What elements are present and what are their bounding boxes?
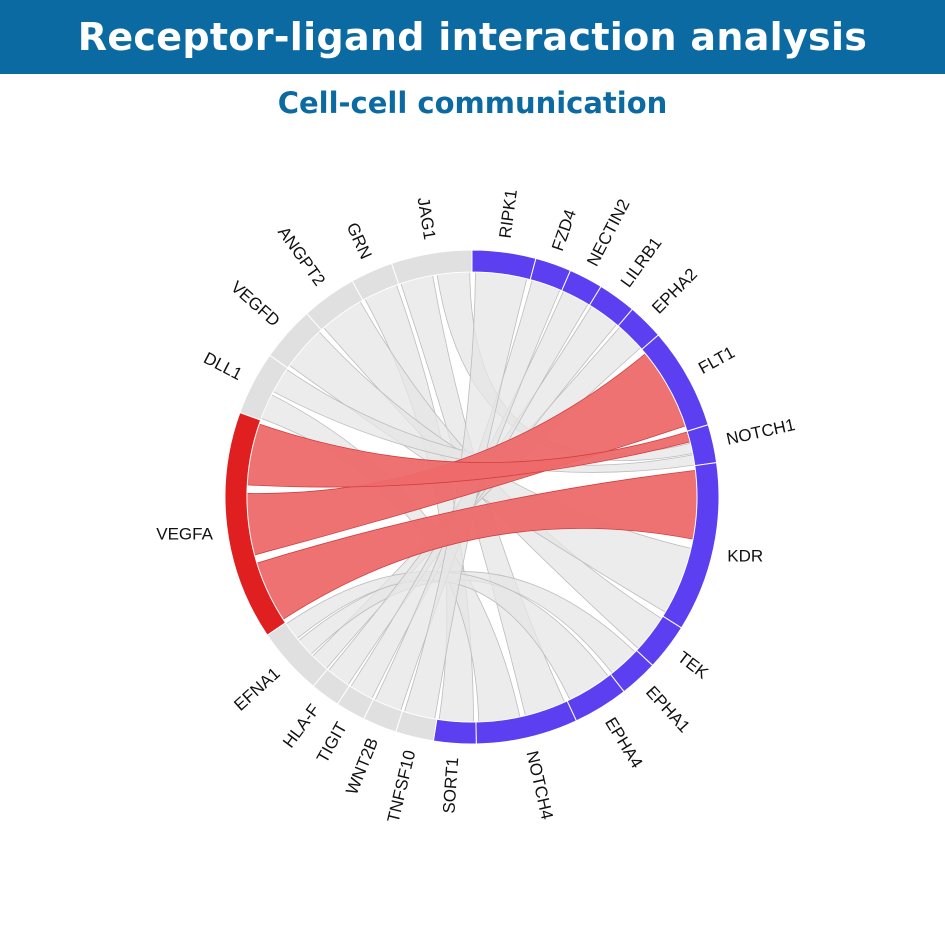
gene-label-tnfsf10: TNFSF10 xyxy=(384,748,420,824)
gene-label-vegfa: VEGFA xyxy=(156,524,213,543)
gene-label-efna1: EFNA1 xyxy=(230,664,283,715)
gene-label-vegfd: VEGFD xyxy=(227,277,283,330)
arc-jag1 xyxy=(390,249,473,285)
gene-label-epha4: EPHA4 xyxy=(601,714,646,771)
gene-label-ripk1: RIPK1 xyxy=(496,188,521,239)
gene-label-kdr: KDR xyxy=(727,547,763,566)
gene-label-flt1: FLT1 xyxy=(695,343,738,378)
gene-label-grn: GRN xyxy=(343,220,376,262)
gene-label-epha2: EPHA2 xyxy=(648,265,701,318)
gene-label-fzd4: FZD4 xyxy=(548,207,580,253)
header-bar: Receptor-ligand interaction analysis xyxy=(0,0,945,74)
ribbon-layer xyxy=(246,271,698,723)
gene-label-nectin2: NECTIN2 xyxy=(583,196,633,269)
gene-label-angpt2: ANGPT2 xyxy=(274,223,329,289)
gene-label-jag1: JAG1 xyxy=(414,196,440,241)
gene-label-lilrb1: LILRB1 xyxy=(617,234,666,291)
page-title: Receptor-ligand interaction analysis xyxy=(77,15,868,59)
gene-label-epha1: EPHA1 xyxy=(642,682,694,736)
gene-label-hla-f: HLA-F xyxy=(279,701,323,752)
gene-label-wnt2b: WNT2B xyxy=(342,735,382,797)
gene-label-dll1: DLL1 xyxy=(201,348,246,384)
gene-label-notch1: NOTCH1 xyxy=(725,415,797,449)
gene-label-sort1: SORT1 xyxy=(439,757,462,815)
chart-subtitle: Cell-cell communication xyxy=(277,86,668,120)
arc-layer xyxy=(224,249,720,745)
gene-label-notch4: NOTCH4 xyxy=(522,749,556,821)
gene-label-tigit: TIGIT xyxy=(313,719,351,766)
gene-label-tek: TEK xyxy=(674,648,712,684)
arc-sort1 xyxy=(432,718,477,745)
